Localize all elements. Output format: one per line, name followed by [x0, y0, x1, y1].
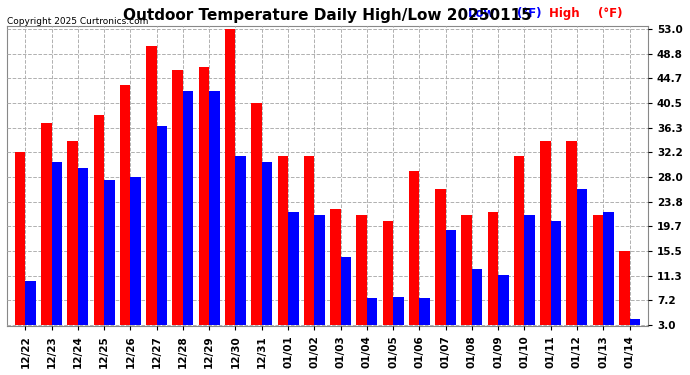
Bar [41, 123, 52, 325]
Bar [462, 215, 472, 325]
Bar [225, 28, 235, 325]
Bar [551, 221, 561, 325]
Bar [330, 209, 341, 325]
Bar [120, 85, 130, 325]
Bar [446, 230, 456, 325]
Bar [409, 171, 420, 325]
Bar [68, 141, 78, 325]
Bar [78, 168, 88, 325]
Bar [524, 215, 535, 325]
Bar [314, 215, 325, 325]
Bar [629, 319, 640, 325]
Bar [304, 156, 314, 325]
Bar [146, 46, 157, 325]
Bar [367, 298, 377, 325]
Text: (°F): (°F) [598, 7, 622, 20]
Bar [183, 91, 193, 325]
Bar [52, 162, 62, 325]
Text: Low: Low [469, 7, 499, 20]
Bar [199, 67, 209, 325]
Bar [382, 221, 393, 325]
Bar [356, 215, 367, 325]
Bar [472, 268, 482, 325]
Bar [498, 274, 509, 325]
Bar [172, 70, 183, 325]
Bar [235, 156, 246, 325]
Text: High: High [549, 7, 583, 20]
Bar [104, 180, 115, 325]
Bar [420, 298, 430, 325]
Bar [262, 162, 273, 325]
Bar [251, 103, 262, 325]
Bar [341, 257, 351, 325]
Bar [94, 115, 104, 325]
Bar [277, 156, 288, 325]
Bar [488, 212, 498, 325]
Title: Outdoor Temperature Daily High/Low 20250115: Outdoor Temperature Daily High/Low 20250… [123, 8, 532, 23]
Bar [209, 91, 219, 325]
Text: (°F): (°F) [517, 7, 541, 20]
Text: Copyright 2025 Curtronics.com: Copyright 2025 Curtronics.com [7, 17, 148, 26]
Bar [288, 212, 299, 325]
Bar [14, 152, 26, 325]
Bar [619, 251, 629, 325]
Bar [514, 156, 524, 325]
Bar [540, 141, 551, 325]
Bar [577, 189, 587, 325]
Bar [130, 177, 141, 325]
Bar [435, 189, 446, 325]
Bar [157, 126, 167, 325]
Bar [603, 212, 613, 325]
Bar [26, 280, 36, 325]
Bar [593, 215, 603, 325]
Bar [566, 141, 577, 325]
Bar [393, 297, 404, 325]
